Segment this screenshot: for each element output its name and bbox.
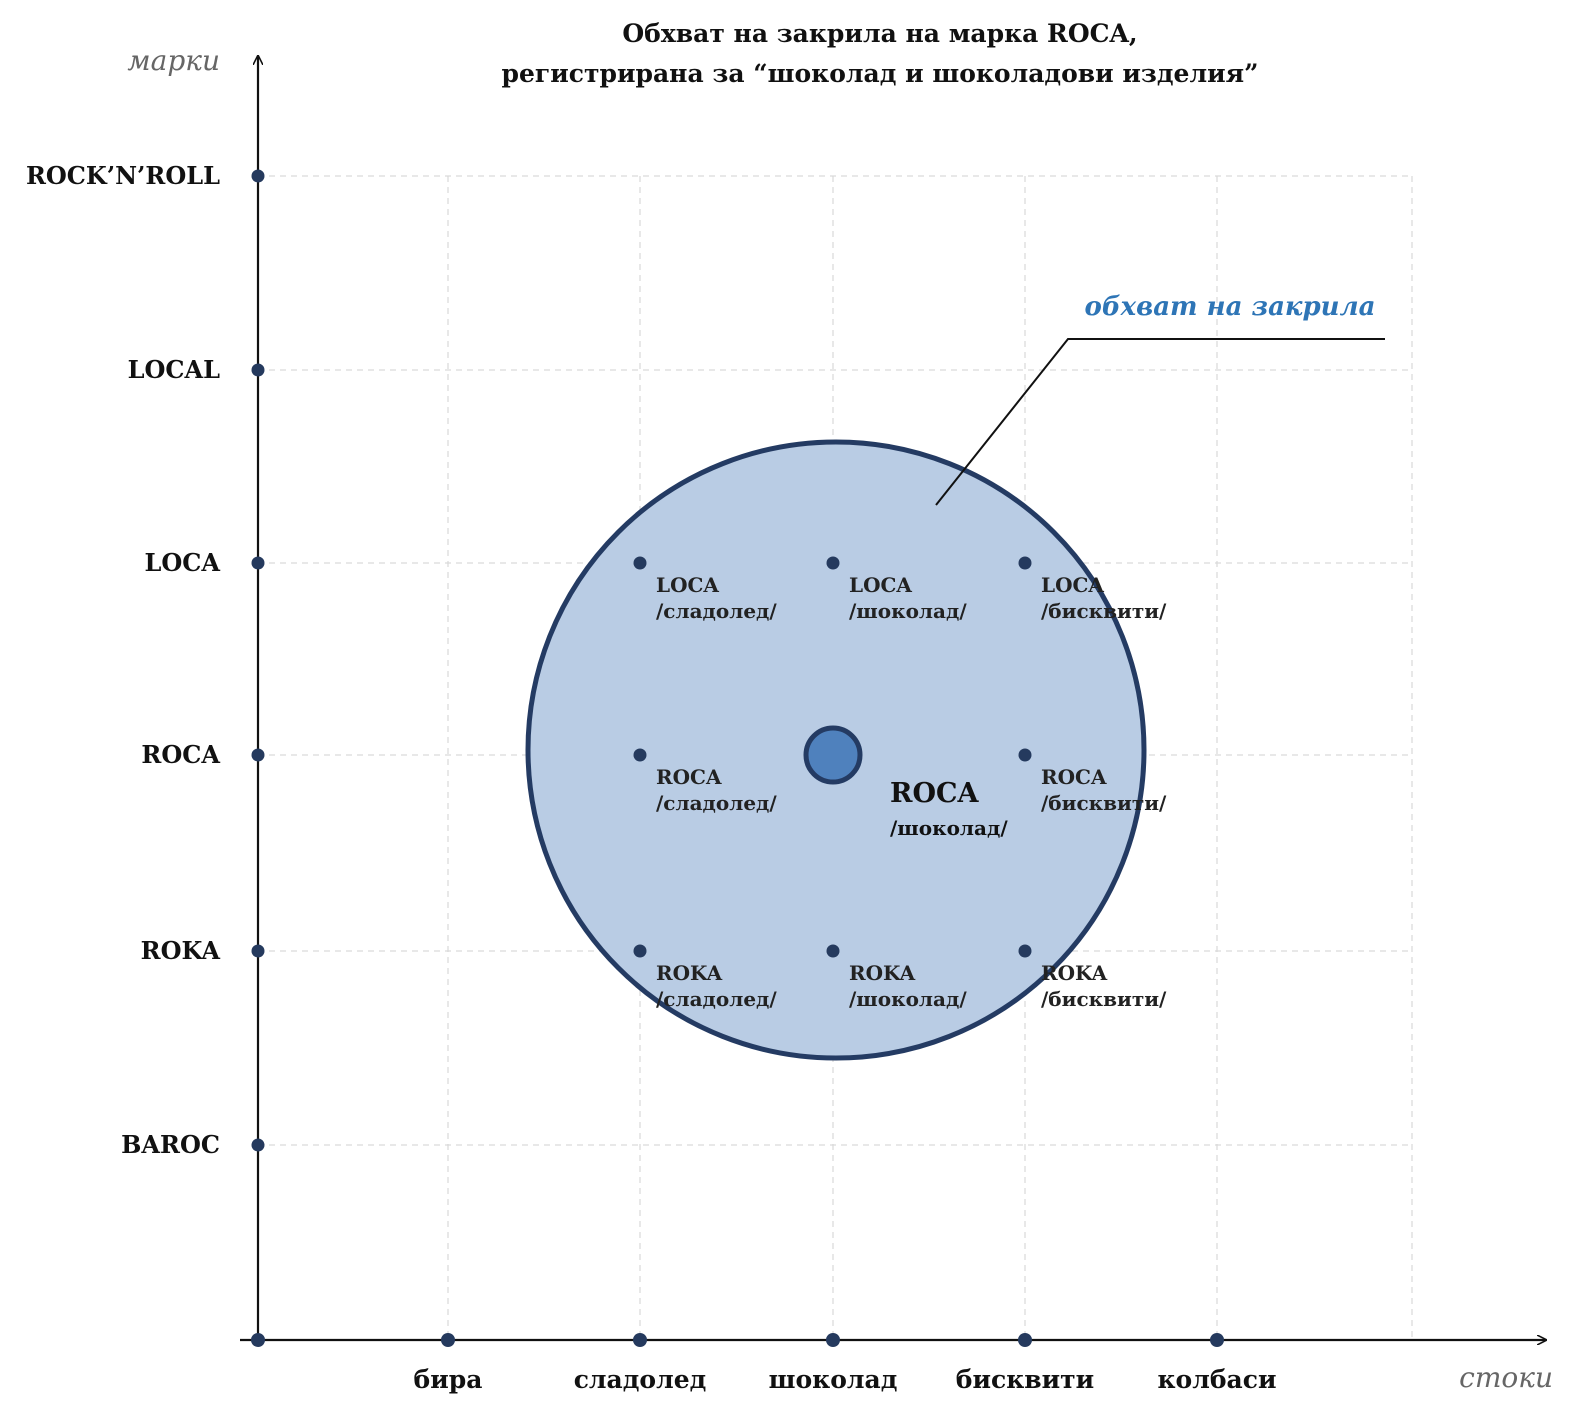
goods-label: сладолед [574,1365,707,1394]
x-axis-name: стоки [1459,1361,1553,1394]
similar-mark-goods: /сладолед/ [656,987,777,1011]
similar-mark-name: ROKA [656,961,723,985]
similar-mark-name: ROKA [849,961,916,985]
goods-label: шоколад [769,1365,898,1394]
brand-label: LOCAL [128,355,221,384]
similar-mark-goods: /сладолед/ [656,791,777,815]
brand-axis-dot [251,556,265,570]
similar-mark-goods: /сладолед/ [656,599,777,623]
goods-label: бира [414,1365,483,1394]
brand-axis-dot [251,944,265,958]
similar-mark-dot [633,944,647,958]
similar-mark-goods: /бисквити/ [1041,599,1167,623]
brand-label: LOCA [144,548,220,577]
similar-mark-goods: /шоколад/ [849,987,967,1011]
similar-mark-goods: /шоколад/ [849,599,967,623]
goods-axis-dot [441,1333,455,1347]
similar-mark-dot [826,944,840,958]
brand-label: ROCK’N’ROLL [26,161,220,190]
brand-label: ROCA [141,740,220,769]
registered-mark-name: ROCA [890,778,979,809]
similar-mark-name: ROCA [1041,765,1107,789]
similar-mark-goods: /бисквити/ [1041,987,1167,1011]
brand-label: ROKA [141,936,221,965]
brand-axis-dot [251,1138,265,1152]
registered-mark-dot [803,725,863,785]
similar-mark-dot [826,556,840,570]
title-line-2: регистрирана за “шоколад и шоколадови из… [502,59,1259,88]
similar-mark-dot [1018,748,1032,762]
goods-label: колбаси [1158,1365,1277,1394]
goods-axis-dot [826,1333,840,1347]
similar-mark-name: ROKA [1041,961,1108,985]
goods-axis-dot [1018,1333,1032,1347]
callout-label: обхват на закрила [1085,292,1376,322]
brand-axis-dot [251,748,265,762]
similar-mark-name: ROCA [656,765,722,789]
similar-mark-goods: /бисквити/ [1041,791,1167,815]
callout-leader-line [935,338,1385,506]
title-line-1: Обхват на закрила на марка ROCA, [622,19,1137,48]
goods-axis-dot [633,1333,647,1347]
similar-mark-dot [1018,944,1032,958]
similar-mark-dot [633,556,647,570]
brand-label: BAROC [121,1130,220,1159]
brand-axis-dot [251,169,265,183]
similar-mark-dot [1018,556,1032,570]
origin-dot [251,1333,265,1347]
similar-mark-name: LOCA [1041,573,1104,597]
similar-mark-dot [633,748,647,762]
goods-axis-dot [1210,1333,1224,1347]
similar-mark-name: LOCA [849,573,912,597]
brand-axis-dot [251,363,265,377]
goods-label: бисквити [956,1365,1094,1394]
registered-mark-goods: /шоколад/ [890,816,1008,840]
similar-mark-name: LOCA [656,573,719,597]
y-axis-name: марки [127,44,220,77]
